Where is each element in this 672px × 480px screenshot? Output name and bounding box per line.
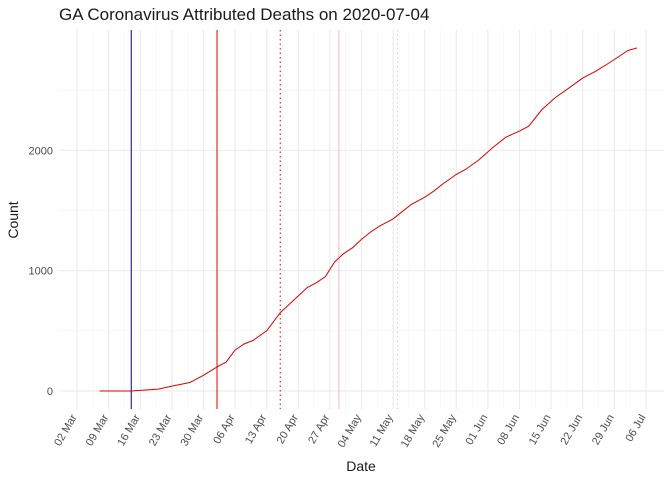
x-tick-label: 06 Jul [623,412,648,443]
chart-title: GA Coronavirus Attributed Deaths on 2020… [59,5,430,24]
series-layer [99,47,638,392]
x-tick-label: 02 Mar [52,412,80,448]
x-tick-label: 13 Apr [243,412,269,446]
x-tick-label: 11 May [368,412,396,449]
x-tick-label: 23 Mar [147,412,175,448]
x-tick-label: 18 May [399,412,428,450]
x-tick-label: 04 May [336,412,365,450]
x-tick-label: 29 Jun [590,412,617,447]
x-tick-label: 08 Jun [495,412,522,447]
x-tick-label: 25 May [430,412,459,450]
x-tick-label: 06 Apr [211,412,237,446]
x-tick-label: 15 Jun [527,412,554,447]
series-line-deaths [99,47,638,392]
y-tick-label: 1000 [29,266,53,278]
y-axis-ticks: 0 1000 2000 [29,145,53,398]
grid-layer [59,30,664,409]
x-tick-label: 27 Apr [306,412,332,446]
y-tick-label: 2000 [29,145,53,157]
y-axis-title: Count [5,201,21,238]
x-tick-label: 20 Apr [275,412,301,446]
x-tick-label: 22 Jun [558,412,585,447]
reference-lines [130,30,399,409]
x-tick-label: 30 Mar [179,412,207,448]
x-tick-label: 16 Mar [115,412,143,448]
x-tick-label: 01 Jun [464,412,491,447]
x-axis-title: Date [346,458,376,474]
x-tick-label: 09 Mar [84,412,112,448]
y-tick-label: 0 [47,386,53,398]
x-axis-ticks: 02 Mar 09 Mar 16 Mar 23 Mar 30 Mar 06 Apr 13 A… [52,412,648,450]
